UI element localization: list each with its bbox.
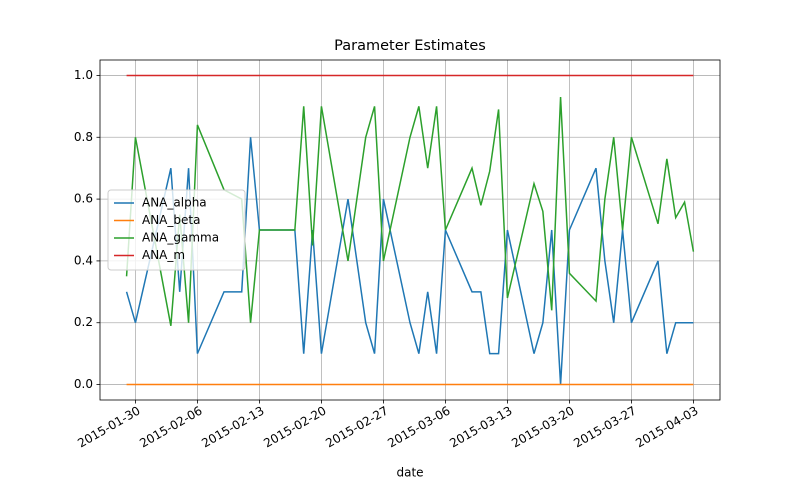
y-tick-label: 0.0 bbox=[74, 377, 93, 391]
x-axis-label: date bbox=[396, 466, 423, 480]
plot-frame bbox=[99, 59, 721, 401]
x-tick-label: 2015-02-20 bbox=[261, 404, 328, 451]
legend-label: ANA_beta bbox=[142, 213, 200, 227]
legend-label: ANA_m bbox=[142, 248, 185, 262]
series-line bbox=[125, 137, 694, 385]
y-tick-label: 0.6 bbox=[74, 192, 93, 206]
y-tick-label: 1.0 bbox=[74, 68, 93, 82]
y-tick-label: 0.8 bbox=[74, 130, 93, 144]
x-tick-label: 2015-03-27 bbox=[571, 404, 638, 451]
y-tick-label: 0.2 bbox=[74, 315, 93, 329]
x-tick-label: 2015-04-03 bbox=[633, 404, 700, 451]
legend-box bbox=[107, 189, 246, 271]
x-tick-label: 2015-02-06 bbox=[137, 404, 204, 451]
legend-label: ANA_alpha bbox=[142, 196, 207, 210]
chart-title: Parameter Estimates bbox=[334, 38, 486, 54]
x-tick-label: 2015-02-27 bbox=[323, 404, 390, 451]
x-tick-label: 2015-03-06 bbox=[385, 404, 452, 451]
x-tick-label: 2015-03-13 bbox=[447, 404, 514, 451]
y-tick-label: 0.4 bbox=[74, 253, 93, 267]
x-tick-label: 2015-01-30 bbox=[75, 404, 142, 451]
x-tick-label: 2015-03-20 bbox=[509, 404, 576, 451]
x-tick-label: 2015-02-13 bbox=[199, 404, 266, 451]
legend-label: ANA_gamma bbox=[142, 231, 219, 245]
